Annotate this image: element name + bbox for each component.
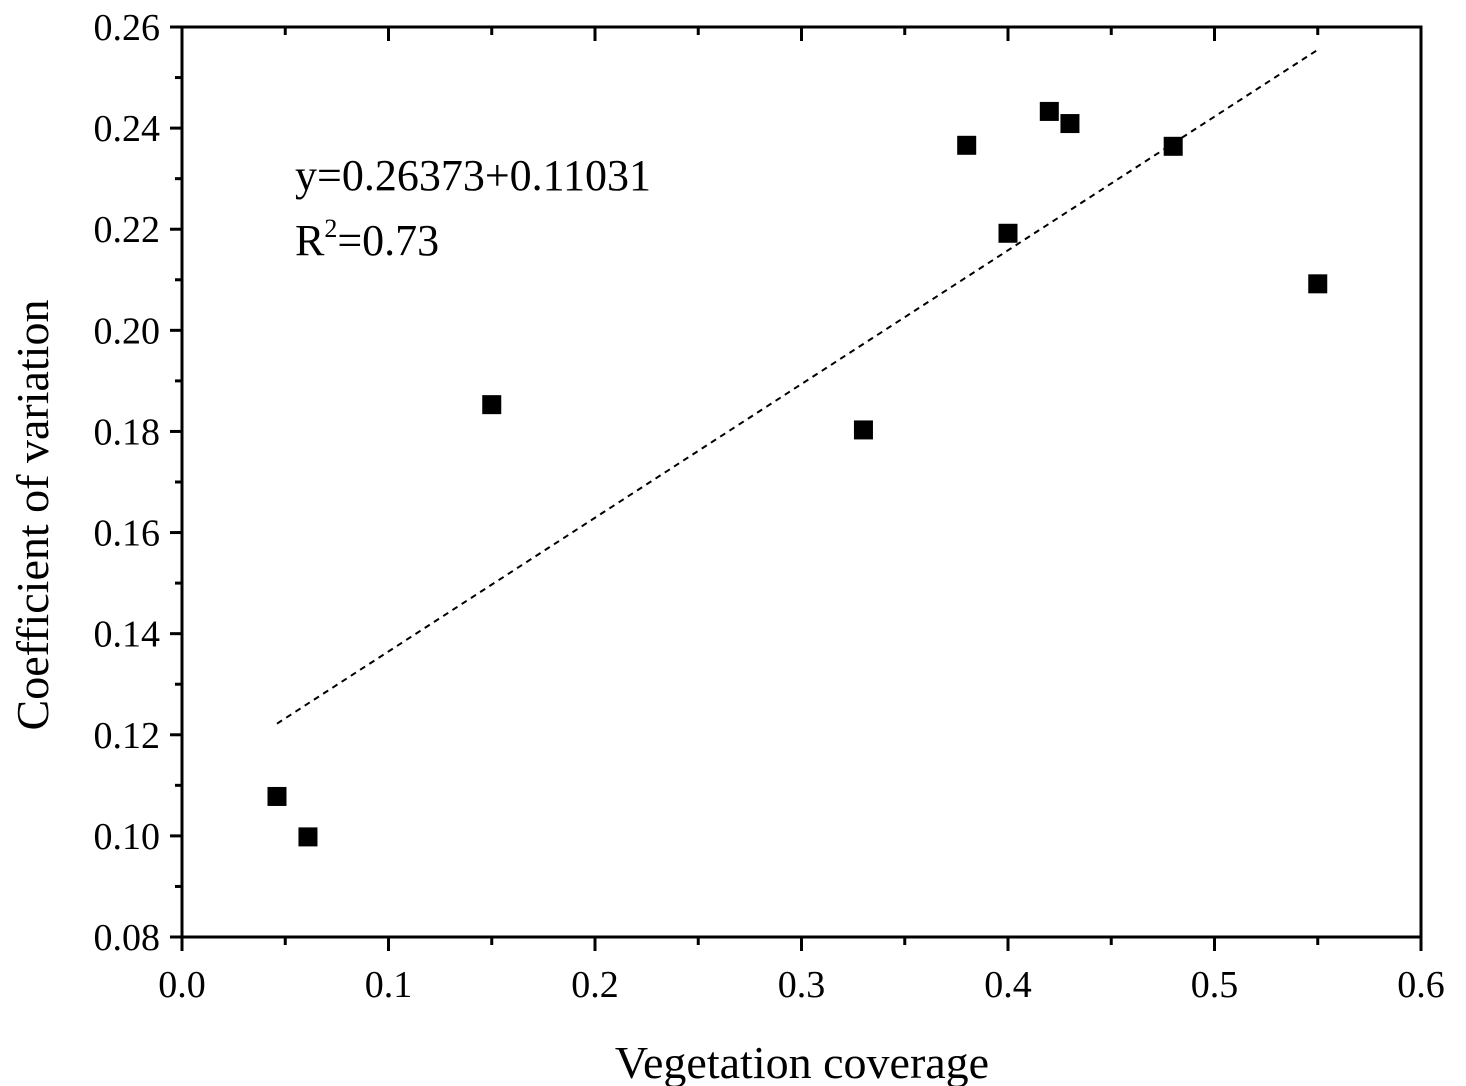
data-point xyxy=(1060,114,1080,134)
data-point xyxy=(267,786,287,806)
r-squared-superscript: 2 xyxy=(324,214,337,243)
x-tick-label: 0.1 xyxy=(365,964,413,1006)
ticks: 0.0 0.1 0.2 0.3 0.4 0.5 0.6 0.08 0.10 0.12 0.14 0.1… xyxy=(94,7,1445,1006)
x-tick-label: 0.4 xyxy=(984,964,1032,1006)
y-tick-label: 0.16 xyxy=(94,513,161,555)
y-tick-label: 0.14 xyxy=(94,614,161,656)
data-points xyxy=(267,101,1328,847)
data-point xyxy=(957,135,977,155)
equation-label: y=0.26373+0.11031 xyxy=(295,151,651,200)
y-tick-label: 0.22 xyxy=(94,209,161,251)
y-tick-label: 0.18 xyxy=(94,411,161,453)
data-point xyxy=(998,223,1018,243)
y-axis-title: Coefficient of variation xyxy=(7,300,58,731)
x-tick-label: 0.2 xyxy=(571,964,619,1006)
x-tick-label: 0.6 xyxy=(1397,964,1445,1006)
r-squared-label: R2=0.73 xyxy=(295,214,439,265)
data-point xyxy=(298,827,318,847)
y-tick-label: 0.10 xyxy=(94,816,161,858)
r-squared-value: =0.73 xyxy=(337,216,439,265)
data-point xyxy=(853,420,873,440)
r-squared-prefix: R xyxy=(295,216,325,265)
y-tick-label: 0.26 xyxy=(94,7,161,49)
y-tick-label: 0.08 xyxy=(94,917,161,959)
x-tick-label: 0.0 xyxy=(158,964,206,1006)
data-point xyxy=(1039,101,1059,121)
data-point xyxy=(1163,136,1183,156)
trend-line-group xyxy=(276,48,1319,725)
y-tick-label: 0.20 xyxy=(94,310,161,352)
y-tick-label: 0.12 xyxy=(94,715,161,757)
x-axis-title: Vegetation coverage xyxy=(615,1037,989,1086)
y-tick-label: 0.24 xyxy=(94,108,161,150)
x-tick-label: 0.5 xyxy=(1191,964,1239,1006)
data-point xyxy=(482,395,502,415)
trend-line xyxy=(276,48,1319,725)
x-tick-label: 0.3 xyxy=(778,964,826,1006)
data-point xyxy=(1308,274,1328,294)
